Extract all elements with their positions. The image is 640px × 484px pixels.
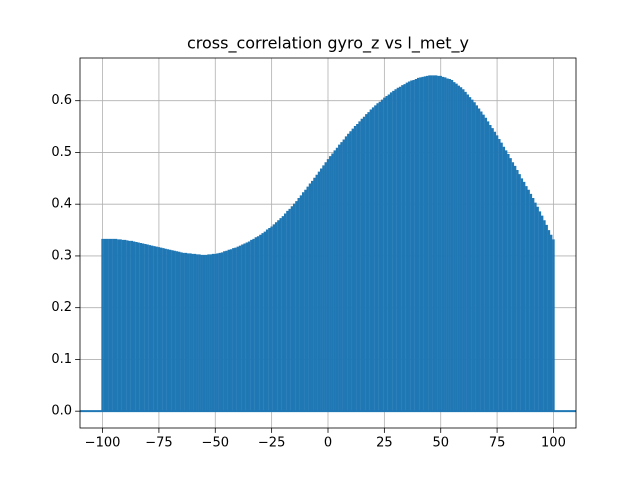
x-tick-label: 25 [376, 436, 393, 451]
y-tick-label: 0.1 [51, 352, 72, 367]
y-tick-label: 0.4 [51, 197, 72, 212]
y-tick-label: 0.6 [51, 93, 72, 108]
y-tick-label: 0.5 [51, 145, 72, 160]
y-tick-label: 0.3 [51, 248, 72, 263]
x-tick-label: 50 [432, 436, 449, 451]
y-tick-label: 0.2 [51, 300, 72, 315]
x-tick-label: 100 [541, 436, 566, 451]
chart-title: cross_correlation gyro_z vs l_met_y [187, 34, 469, 54]
y-tick-label: 0.0 [51, 404, 72, 419]
x-tick-label: −75 [145, 436, 172, 451]
x-tick-label: −25 [258, 436, 285, 451]
x-tick-label: 75 [489, 436, 506, 451]
x-tick-label: −100 [85, 436, 121, 451]
x-tick-label: 0 [324, 436, 332, 451]
x-tick-label: −50 [202, 436, 229, 451]
